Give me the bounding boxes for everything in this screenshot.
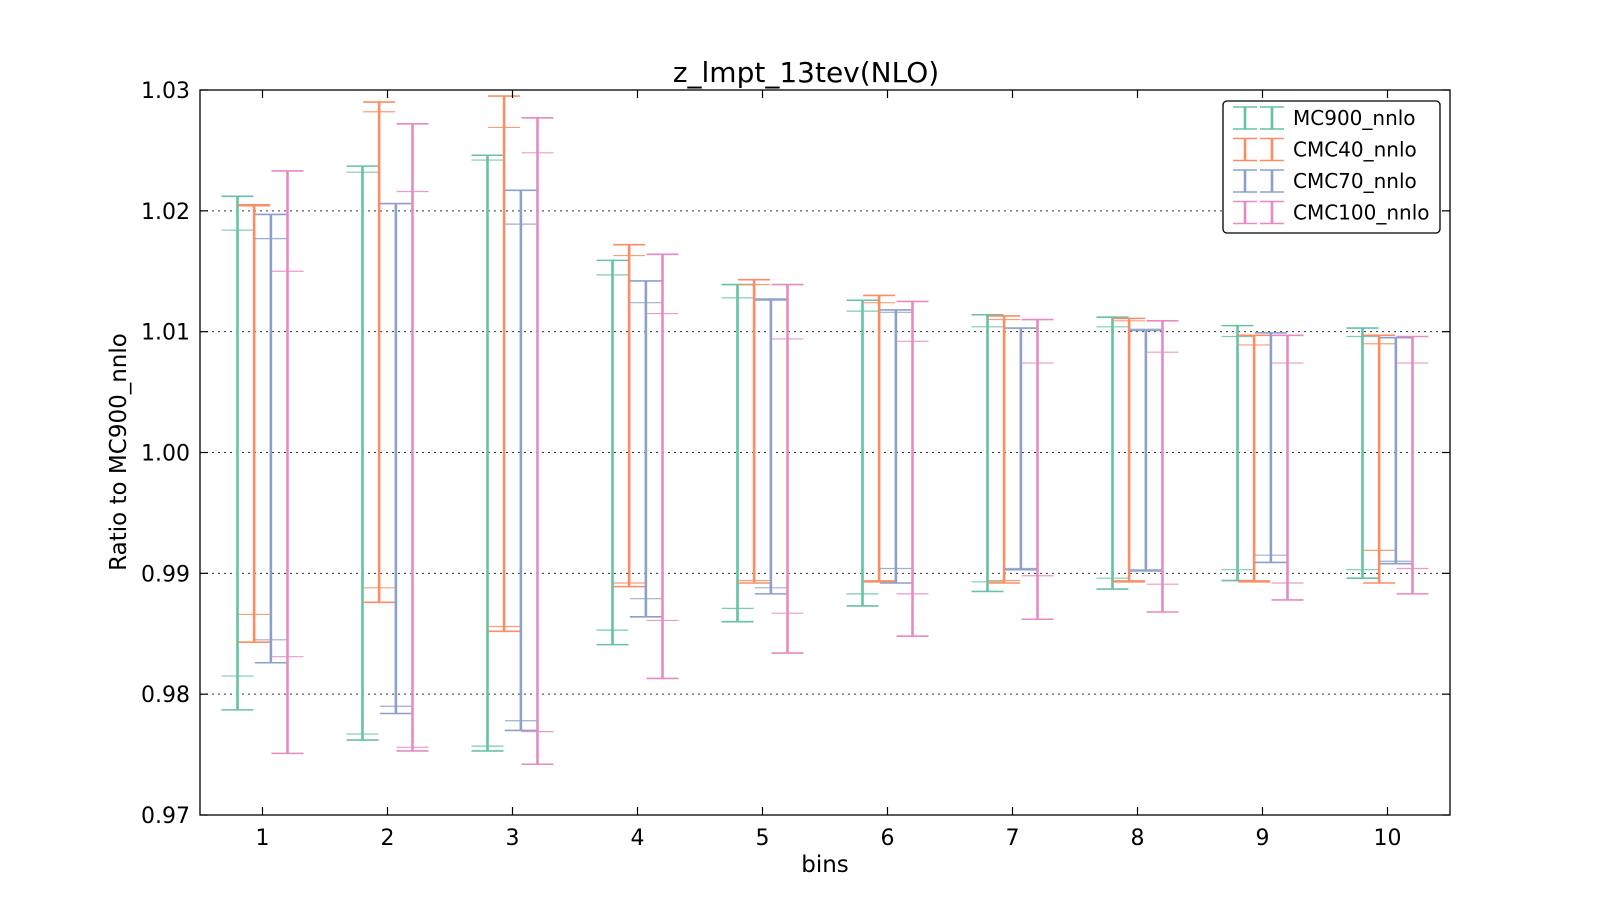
grid — [200, 210, 1450, 695]
series-MC900_nnlo — [221, 154, 1379, 752]
series-CMC70_nnlo — [254, 189, 1412, 732]
legend-label: MC900_nnlo — [1293, 106, 1416, 130]
y-axis-label: Ratio to MC900_nnlo — [106, 333, 132, 571]
legend-item-MC900_nnlo: MC900_nnlo — [1233, 106, 1416, 130]
y-axis: 0.97 0.98 0.99 1.00 1.01 1.02 1.03 — [141, 79, 1450, 829]
x-tick-label: 7 — [1006, 826, 1020, 851]
x-tick-label: 4 — [631, 826, 645, 851]
y-tick-label: 1.03 — [141, 79, 190, 104]
legend-label: CMC100_nnlo — [1293, 201, 1430, 225]
x-axis: 1 2 3 4 5 6 7 8 9 10 — [256, 90, 1402, 851]
series-CMC40_nnlo — [238, 95, 1396, 644]
x-tick-label: 1 — [256, 826, 270, 851]
y-tick-label: 0.98 — [141, 683, 190, 708]
legend-label: CMC40_nnlo — [1293, 138, 1417, 162]
plot-marks — [221, 95, 1429, 766]
x-axis-label: bins — [801, 852, 849, 878]
x-tick-label: 2 — [381, 826, 395, 851]
x-tick-label: 8 — [1131, 826, 1145, 851]
x-tick-label: 3 — [506, 826, 520, 851]
y-tick-label: 1.00 — [141, 442, 190, 467]
x-tick-label: 9 — [1256, 826, 1270, 851]
x-tick-label: 5 — [756, 826, 770, 851]
legend-item-CMC100_nnlo: CMC100_nnlo — [1233, 201, 1430, 225]
legend-frame — [1222, 100, 1441, 234]
legend-label: CMC70_nnlo — [1293, 169, 1417, 193]
legend: MC900_nnlo CMC40_nnlo CMC70_nnlo CMC100_nnl… — [1222, 100, 1441, 234]
series-CMC100_nnlo — [271, 116, 1429, 766]
y-tick-label: 0.97 — [141, 804, 190, 829]
y-tick-label: 1.02 — [141, 200, 190, 225]
y-tick-label: 1.01 — [141, 321, 190, 346]
y-tick-label: 0.99 — [141, 562, 190, 587]
x-tick-label: 10 — [1374, 826, 1402, 851]
x-tick-label: 6 — [881, 826, 895, 851]
legend-item-CMC40_nnlo: CMC40_nnlo — [1233, 138, 1417, 162]
chart-title: z_lmpt_13tev(NLO) — [673, 56, 939, 89]
legend-item-CMC70_nnlo: CMC70_nnlo — [1233, 169, 1417, 193]
